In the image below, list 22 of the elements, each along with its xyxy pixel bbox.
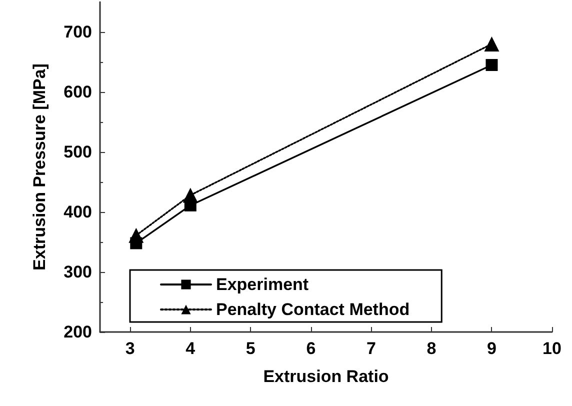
x-tick-label: 10 (542, 339, 562, 358)
y-tick-label: 300 (64, 262, 92, 282)
x-tick-label: 3 (125, 339, 135, 358)
legend-label: Experiment (216, 275, 309, 294)
x-tick-label: 8 (426, 339, 436, 358)
x-tick-label: 5 (246, 339, 256, 358)
y-axis-title: Extrusion Pressure [MPa] (30, 64, 49, 270)
x-axis-title: Extrusion Ratio (263, 367, 389, 386)
y-tick-label: 700 (64, 22, 92, 42)
legend-label: Penalty Contact Method (216, 300, 410, 319)
point (182, 188, 198, 203)
y-tick-label: 500 (64, 142, 92, 162)
y-tick-label: 400 (64, 202, 92, 222)
point (128, 228, 144, 243)
y-tick-label: 600 (64, 82, 92, 102)
x-tick-label: 9 (487, 339, 496, 358)
x-tick-label: 4 (186, 339, 196, 358)
x-tick-label: 6 (306, 339, 316, 358)
point (484, 36, 500, 52)
point (486, 59, 498, 71)
y-tick-label: 200 (64, 322, 92, 342)
x-tick-label: 7 (366, 339, 376, 358)
